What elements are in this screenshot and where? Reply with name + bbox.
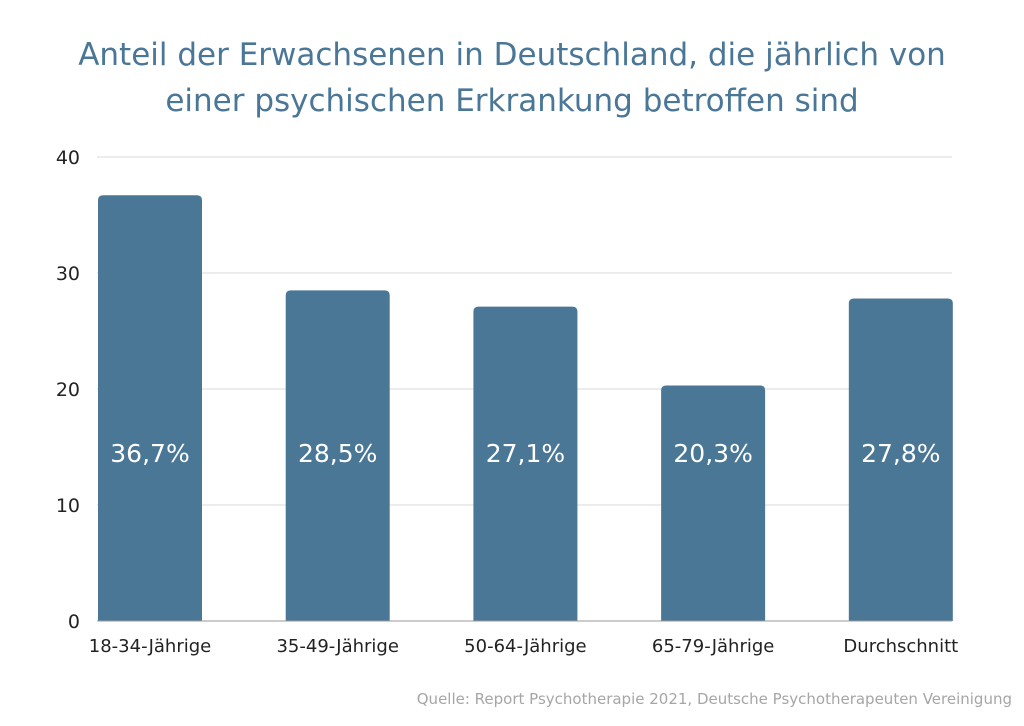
bar <box>848 298 953 621</box>
bar <box>98 195 202 621</box>
x-tick-label: 50-64-Jährige <box>464 636 586 657</box>
chart-title-line-1: Anteil der Erwachsenen in Deutschland, d… <box>78 37 946 73</box>
data-label: 20,3% <box>673 439 752 468</box>
data-label: 28,5% <box>298 439 377 468</box>
y-tick-label: 30 <box>56 263 80 285</box>
data-label: 27,8% <box>861 439 940 468</box>
y-tick-label: 0 <box>68 611 80 633</box>
x-tick-label: 65-79-Jährige <box>652 636 774 657</box>
x-tick-label: 35-49-Jährige <box>276 636 398 657</box>
chart-title-line-2: einer psychischen Erkrankung betroffen s… <box>165 83 859 119</box>
bar <box>285 290 390 621</box>
x-tick-label: 18-34-Jährige <box>89 636 211 657</box>
data-label: 36,7% <box>110 439 189 468</box>
source-note: Quelle: Report Psychotherapie 2021, Deut… <box>416 690 1012 708</box>
chart-title: Anteil der Erwachsenen in Deutschland, d… <box>0 32 1024 124</box>
bar <box>661 385 766 621</box>
y-tick-label: 20 <box>56 379 80 401</box>
bar <box>473 306 578 621</box>
y-tick-label: 40 <box>56 147 80 169</box>
x-tick-label: Durchschnitt <box>843 636 958 657</box>
data-label: 27,1% <box>486 439 565 468</box>
y-tick-label: 10 <box>56 495 80 517</box>
